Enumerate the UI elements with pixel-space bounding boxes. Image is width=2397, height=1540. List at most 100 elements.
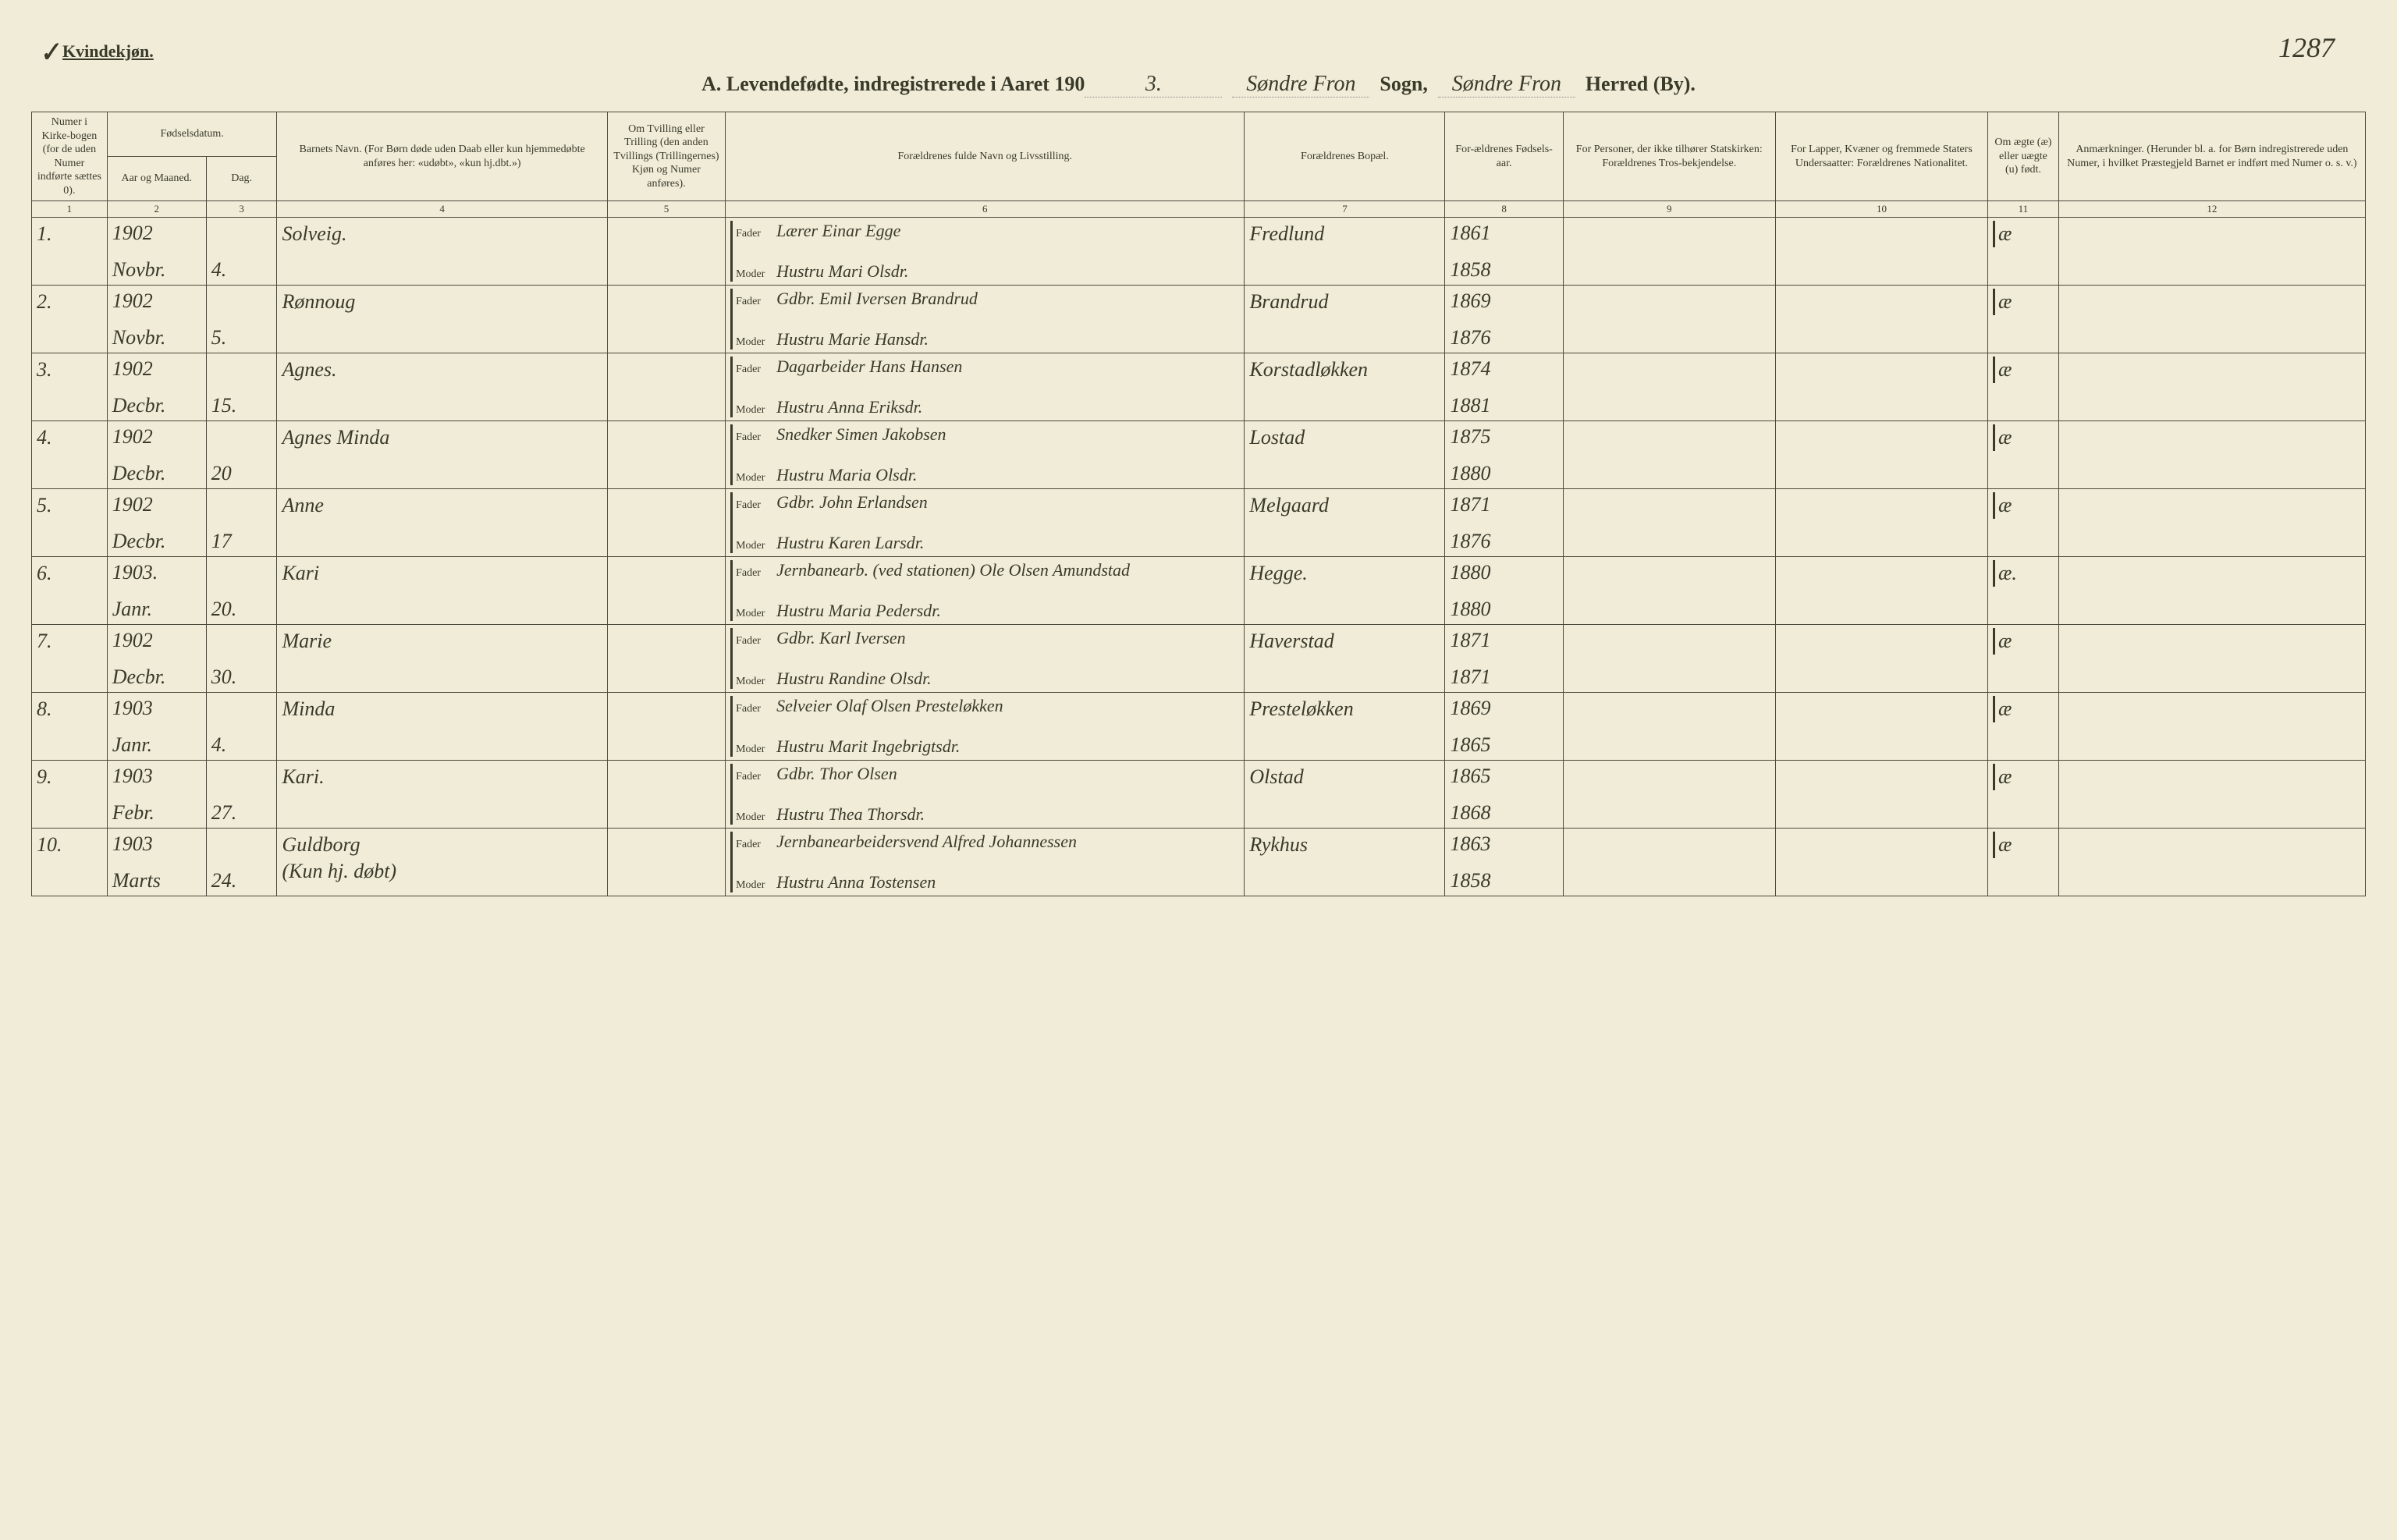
birth-year: 1902 bbox=[112, 424, 201, 449]
father-name: Selveier Olaf Olsen Presteløkken bbox=[776, 696, 1003, 716]
cell: 20. bbox=[206, 557, 277, 625]
residence: Melgaard bbox=[1249, 492, 1440, 519]
father-birthyear: 1875 bbox=[1450, 424, 1557, 449]
checkmark: ✓ bbox=[37, 36, 62, 69]
cell bbox=[1775, 761, 1987, 829]
cell bbox=[607, 421, 725, 489]
cell: 4. bbox=[206, 218, 277, 286]
cell: æ bbox=[1988, 693, 2059, 761]
cell: 1. bbox=[32, 218, 108, 286]
herred-label: Herred (By). bbox=[1586, 73, 1696, 95]
colnum: 12 bbox=[2058, 201, 2365, 218]
cell bbox=[1563, 353, 1775, 421]
cell bbox=[1563, 489, 1775, 557]
birth-day: 20 bbox=[211, 461, 272, 485]
sogn-label: Sogn, bbox=[1380, 73, 1427, 95]
col-subheader: Dag. bbox=[206, 157, 277, 201]
colnum: 2 bbox=[107, 201, 206, 218]
father-name: Dagarbeider Hans Hansen bbox=[776, 357, 962, 377]
cell: Melgaard bbox=[1245, 489, 1445, 557]
birth-day: 5. bbox=[211, 325, 272, 350]
table-row: 10.1903Marts 24.Guldborg(Kun hj. døbt) F… bbox=[32, 829, 2366, 896]
year-suffix: 3. bbox=[1085, 72, 1222, 98]
cell: 9. bbox=[32, 761, 108, 829]
cell: Rykhus bbox=[1245, 829, 1445, 896]
cell bbox=[607, 353, 725, 421]
cell: 18711871 bbox=[1445, 625, 1563, 693]
col-header: Om ægte (æ) eller uægte (u) født. bbox=[1988, 112, 2059, 201]
birth-day: 4. bbox=[211, 733, 272, 757]
entry-number: 10. bbox=[37, 832, 102, 858]
child-name: Rønnoug bbox=[282, 289, 602, 315]
colnum: 9 bbox=[1563, 201, 1775, 218]
residence: Rykhus bbox=[1249, 832, 1440, 858]
cell bbox=[1775, 421, 1987, 489]
cell: FaderDagarbeider Hans Hansen ModerHustru… bbox=[726, 353, 1245, 421]
cell bbox=[1563, 218, 1775, 286]
child-name: Agnes. bbox=[282, 357, 602, 383]
moder-label: Moder bbox=[736, 540, 770, 553]
father-name: Gdbr. Emil Iversen Brandrud bbox=[776, 289, 978, 309]
birth-month: Febr. bbox=[112, 800, 201, 825]
cell bbox=[607, 557, 725, 625]
fader-label: Fader bbox=[736, 296, 770, 309]
colnum: 7 bbox=[1245, 201, 1445, 218]
cell: æ bbox=[1988, 218, 2059, 286]
cell: Marie bbox=[277, 625, 607, 693]
birth-month: Marts bbox=[112, 868, 201, 892]
cell: 4. bbox=[206, 693, 277, 761]
cell: 18751880 bbox=[1445, 421, 1563, 489]
residence: Presteløkken bbox=[1249, 696, 1440, 722]
child-name: Agnes Minda bbox=[282, 424, 602, 451]
birth-year: 1903 bbox=[112, 832, 201, 856]
register-page: ✓ Kvindekjøn. 1287 A. Levendefødte, indr… bbox=[31, 31, 2366, 896]
moder-label: Moder bbox=[736, 743, 770, 757]
cell: FaderGdbr. Thor Olsen ModerHustru Thea T… bbox=[726, 761, 1245, 829]
cell: 4. bbox=[32, 421, 108, 489]
birth-year: 1902 bbox=[112, 221, 201, 245]
moder-label: Moder bbox=[736, 336, 770, 350]
child-name: Kari bbox=[282, 560, 602, 587]
legitimacy: æ bbox=[1993, 492, 2054, 519]
cell: 18651868 bbox=[1445, 761, 1563, 829]
cell: FaderGdbr. John Erlandsen ModerHustru Ka… bbox=[726, 489, 1245, 557]
legitimacy: æ bbox=[1993, 628, 2054, 655]
child-name: Kari. bbox=[282, 764, 602, 790]
legitimacy: æ bbox=[1993, 832, 2054, 858]
title-prefix: A. Levendefødte, indregistrerede i Aaret… bbox=[701, 73, 1085, 95]
father-birthyear: 1874 bbox=[1450, 357, 1557, 381]
moder-label: Moder bbox=[736, 676, 770, 689]
cell bbox=[607, 489, 725, 557]
moder-label: Moder bbox=[736, 811, 770, 825]
cell: FaderGdbr. Emil Iversen Brandrud ModerHu… bbox=[726, 286, 1245, 353]
entry-number: 4. bbox=[37, 424, 102, 451]
colnum: 4 bbox=[277, 201, 607, 218]
cell: 7. bbox=[32, 625, 108, 693]
cell: æ bbox=[1988, 625, 2059, 693]
cell: æ bbox=[1988, 421, 2059, 489]
cell: 18631858 bbox=[1445, 829, 1563, 896]
cell bbox=[2058, 693, 2365, 761]
cell bbox=[2058, 489, 2365, 557]
cell: 5. bbox=[206, 286, 277, 353]
moder-label: Moder bbox=[736, 472, 770, 485]
father-name: Jernbanearbeidersvend Alfred Johannessen bbox=[776, 832, 1077, 852]
cell: æ bbox=[1988, 286, 2059, 353]
father-birthyear: 1863 bbox=[1450, 832, 1557, 856]
col-header: Fødselsdatum. bbox=[107, 112, 277, 157]
cell: 5. bbox=[32, 489, 108, 557]
cell: 18711876 bbox=[1445, 489, 1563, 557]
birth-year: 1903. bbox=[112, 560, 201, 584]
birth-year: 1902 bbox=[112, 628, 201, 652]
cell: 27. bbox=[206, 761, 277, 829]
cell: 18801880 bbox=[1445, 557, 1563, 625]
birth-day: 24. bbox=[211, 868, 272, 892]
title-line: A. Levendefødte, indregistrerede i Aaret… bbox=[31, 72, 2366, 98]
cell: 1903Janr. bbox=[107, 693, 206, 761]
column-numbers-row: 1 2 3 4 5 6 7 8 9 10 11 12 bbox=[32, 201, 2366, 218]
table-row: 2.1902Novbr. 5.Rønnoug FaderGdbr. Emil I… bbox=[32, 286, 2366, 353]
cell: Rønnoug bbox=[277, 286, 607, 353]
cell: Anne bbox=[277, 489, 607, 557]
colnum: 5 bbox=[607, 201, 725, 218]
colnum: 1 bbox=[32, 201, 108, 218]
